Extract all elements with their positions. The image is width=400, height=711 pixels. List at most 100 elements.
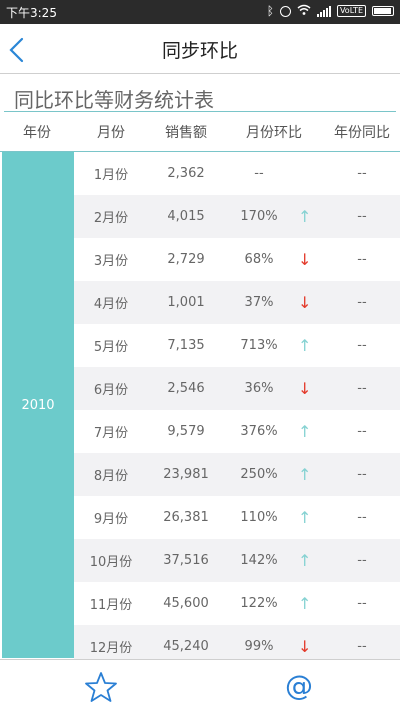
at-tab[interactable]: @ (285, 669, 313, 702)
status-time: 下午3:25 (6, 6, 57, 20)
cell-mom: 170% ↑ (224, 195, 324, 238)
year-cell: 2010 (2, 152, 74, 658)
cell-month: 3月份 (93, 254, 129, 269)
arrow-up-icon: ↑ (298, 465, 312, 484)
cell-month: 1月份 (93, 168, 129, 183)
volte-badge: VoLTE (336, 5, 366, 17)
cell-mom: 713% ↑ (224, 324, 324, 367)
signal-icon (316, 5, 331, 17)
col-header-mom: 月份环比 (246, 124, 302, 141)
tabbar-divider (0, 659, 400, 660)
cell-yoy: -- (357, 381, 367, 396)
arrow-up-icon: ↑ (298, 551, 312, 570)
cell-yoy: -- (357, 467, 367, 482)
cell-month: 9月份 (93, 512, 129, 527)
cell-mom: 142% ↑ (224, 539, 324, 582)
cell-yoy: -- (357, 252, 367, 267)
mom-value: 250% (240, 467, 278, 482)
cell-month: 5月份 (93, 340, 129, 355)
cell-sales: 9,579 (167, 424, 205, 439)
col-header-month: 月份 (97, 124, 125, 141)
arrow-up-icon: ↑ (298, 336, 312, 355)
arrow-up-icon: ↑ (298, 594, 312, 613)
table-row: 11月份 45,600 122% ↑ -- (74, 582, 400, 625)
cell-sales: 37,516 (163, 553, 209, 568)
bluetooth-icon: ᛒ (266, 4, 274, 18)
table-row: 7月份 9,579 376% ↑ -- (74, 410, 400, 453)
arrow-down-icon: ↓ (298, 637, 312, 656)
alarm-icon (279, 5, 291, 17)
cell-yoy: -- (357, 553, 367, 568)
table-header: 年份 月份 销售额 月份环比 年份同比 (0, 112, 400, 152)
arrow-up-icon: ↑ (298, 422, 312, 441)
cell-mom: 250% ↑ (224, 453, 324, 496)
cell-month: 4月份 (93, 297, 129, 312)
cell-month: 12月份 (89, 641, 133, 656)
wifi-icon (297, 4, 311, 18)
arrow-up-icon: ↑ (298, 508, 312, 527)
mom-value: 122% (240, 596, 278, 611)
mom-value: 99% (244, 639, 274, 654)
cell-yoy: -- (357, 596, 367, 611)
section-divider (4, 111, 396, 112)
cell-sales: 45,240 (163, 639, 209, 654)
cell-yoy: -- (357, 295, 367, 310)
col-header-yoy: 年份同比 (334, 124, 390, 141)
chevron-left-icon (9, 37, 24, 63)
table-row: 9月份 26,381 110% ↑ -- (74, 496, 400, 539)
cell-sales: 2,729 (167, 252, 205, 267)
cell-sales: 7,135 (167, 338, 205, 353)
table-row: 3月份 2,729 68% ↓ -- (74, 238, 400, 281)
cell-month: 6月份 (93, 383, 129, 398)
cell-mom: 37% ↓ (224, 281, 324, 324)
mom-value: 110% (240, 510, 278, 525)
tab-bar: @ (0, 660, 400, 711)
cell-sales: 4,015 (167, 209, 205, 224)
table-row: 2月份 4,015 170% ↑ -- (74, 195, 400, 238)
table-row: 8月份 23,981 250% ↑ -- (74, 453, 400, 496)
status-bar: 下午3:25 ᛒ VoLTE (0, 0, 400, 24)
status-icons: ᛒ VoLTE (267, 4, 394, 18)
cell-yoy: -- (357, 166, 367, 181)
mom-value: 376% (240, 424, 278, 439)
cell-month: 10月份 (89, 555, 133, 570)
mom-value: 36% (244, 381, 274, 396)
mom-value: 142% (240, 553, 278, 568)
table-row: 5月份 7,135 713% ↑ -- (74, 324, 400, 367)
cell-mom: 376% ↑ (224, 410, 324, 453)
table-rows: 1月份 2,362 -- -- 2月份 4,015 170% ↑ -- 3月份 2,729 68% ↓ -… (74, 152, 400, 668)
cell-month: 11月份 (89, 598, 133, 613)
cell-mom: -- (224, 152, 324, 195)
table-row: 10月份 37,516 142% ↑ -- (74, 539, 400, 582)
mom-value: 170% (240, 209, 278, 224)
cell-month: 2月份 (93, 211, 129, 226)
cell-yoy: -- (357, 209, 367, 224)
col-header-year: 年份 (23, 124, 51, 141)
favorite-tab[interactable] (84, 670, 118, 704)
table-row: 4月份 1,001 37% ↓ -- (74, 281, 400, 324)
cell-mom: 110% ↑ (224, 496, 324, 539)
cell-mom: 36% ↓ (224, 367, 324, 410)
table-body: 2010 1月份 2,362 -- -- 2月份 4,015 170% ↑ -- 3月份 2,729… (0, 152, 400, 668)
arrow-down-icon: ↓ (298, 293, 312, 312)
arrow-down-icon: ↓ (298, 250, 312, 269)
cell-sales: 2,362 (167, 166, 205, 181)
back-button[interactable] (2, 29, 42, 69)
cell-yoy: -- (357, 639, 367, 654)
cell-sales: 2,546 (167, 381, 205, 396)
mom-value: 68% (244, 252, 274, 267)
cell-sales: 23,981 (163, 467, 209, 482)
arrow-up-icon: ↑ (298, 207, 312, 226)
cell-mom: 68% ↓ (224, 238, 324, 281)
section-title: 同比环比等财务统计表 (14, 88, 214, 112)
page-title: 同步环比 (161, 40, 238, 62)
battery-icon (372, 6, 394, 16)
mom-value: -- (254, 166, 264, 181)
cell-sales: 1,001 (167, 295, 205, 310)
cell-mom: 99% ↓ (224, 625, 324, 668)
cell-yoy: -- (357, 510, 367, 525)
table-row: 1月份 2,362 -- -- (74, 152, 400, 195)
cell-sales: 26,381 (163, 510, 209, 525)
cell-yoy: -- (357, 424, 367, 439)
cell-month: 8月份 (93, 469, 129, 484)
